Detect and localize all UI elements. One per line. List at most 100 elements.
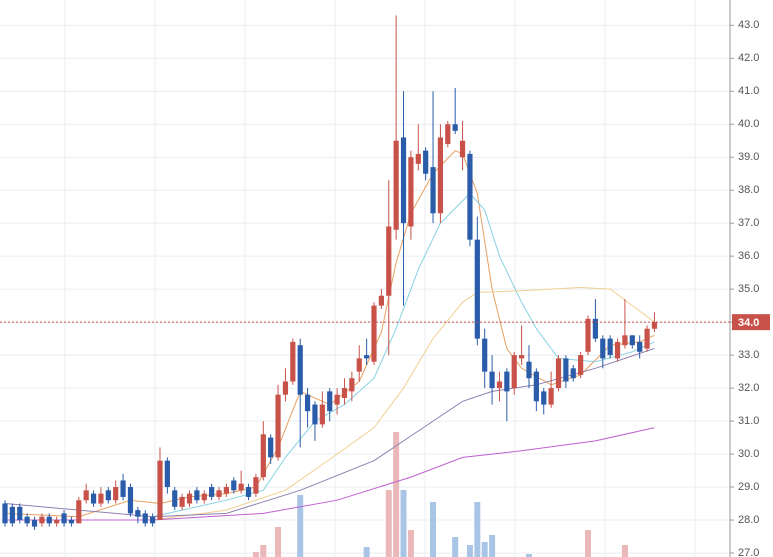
candle-body <box>519 355 525 359</box>
candle-body <box>526 361 532 379</box>
candle-body <box>31 520 38 527</box>
candle-body <box>378 295 384 306</box>
candle-body <box>467 153 473 240</box>
volume-bar <box>275 527 282 557</box>
y-tick-label: 42.0 <box>738 52 759 64</box>
candle-body <box>496 381 503 389</box>
candle-body <box>393 140 399 230</box>
candle-body <box>216 490 222 497</box>
candle-body <box>127 487 134 514</box>
candle-body <box>194 490 200 501</box>
candle-body <box>17 506 23 521</box>
candle-body <box>482 338 488 372</box>
candle-body <box>98 493 104 504</box>
candle-body <box>341 388 348 398</box>
candle-body <box>614 341 621 359</box>
candle-body <box>135 510 141 517</box>
candle-body <box>54 520 60 524</box>
candle-body <box>319 404 325 425</box>
y-tick-label: 33.0 <box>738 349 759 361</box>
candle-body <box>260 434 266 478</box>
y-tick-label: 39.0 <box>738 151 759 163</box>
volume-bar <box>400 490 407 557</box>
candle-body <box>231 480 237 491</box>
candle-body <box>430 167 436 214</box>
candle-body <box>61 513 67 524</box>
candle-body <box>39 516 45 524</box>
candle-body <box>415 153 421 164</box>
candle-body <box>511 355 517 389</box>
candle-body <box>327 391 333 412</box>
candle-body <box>541 391 547 405</box>
y-tick-label: 29.0 <box>738 481 759 493</box>
y-tick-label: 38.0 <box>738 184 759 196</box>
y-tick-label: 31.0 <box>738 415 759 427</box>
candle-body <box>637 341 643 352</box>
candle-body <box>120 480 126 497</box>
candle-body <box>113 487 119 501</box>
volume-bar <box>252 552 259 557</box>
candle-body <box>452 124 458 131</box>
candle-body <box>533 371 539 402</box>
candle-body <box>548 388 554 405</box>
volume-bar <box>297 495 304 557</box>
y-tick-label: 40.0 <box>738 118 759 130</box>
candle-body <box>349 378 355 392</box>
candle-body <box>437 137 444 214</box>
candle-body <box>445 124 451 145</box>
candle-body <box>474 239 480 339</box>
candle-body <box>253 477 259 494</box>
candle-body <box>268 437 274 458</box>
volume-bar <box>525 554 532 557</box>
last-price-box <box>732 314 770 331</box>
candle-body <box>386 226 392 296</box>
candle-body <box>622 335 628 346</box>
y-tick-label: 27.0 <box>738 547 759 557</box>
candle-body <box>90 493 97 504</box>
candle-body <box>46 516 52 524</box>
y-tick-label: 35.0 <box>738 283 759 295</box>
candle-body <box>334 394 340 405</box>
candle-body <box>489 371 495 389</box>
y-tick-label: 36.0 <box>738 250 759 262</box>
candle-body <box>9 506 15 524</box>
candle-body <box>83 490 89 501</box>
candle-body <box>592 318 598 339</box>
candle-body <box>68 520 75 524</box>
y-tick-label: 28.0 <box>738 514 759 526</box>
candle-body <box>157 460 163 521</box>
volume-bar <box>430 502 437 557</box>
volume-bar <box>466 545 473 557</box>
candle-body <box>651 322 658 329</box>
candle-body <box>142 513 148 524</box>
candle-body <box>238 483 244 491</box>
volume-bar <box>585 530 592 557</box>
candle-body <box>290 341 296 382</box>
candle-body <box>364 355 370 359</box>
volume-bar <box>385 490 392 557</box>
candle-body <box>371 305 377 362</box>
candle-body <box>209 487 215 497</box>
candle-body <box>423 150 429 174</box>
candle-body <box>201 493 207 501</box>
candle-body <box>179 496 185 507</box>
candle-body <box>282 381 289 395</box>
volume-bar <box>393 432 400 557</box>
candle-body <box>172 490 178 507</box>
candle-body <box>555 358 562 389</box>
candle-body <box>356 358 362 372</box>
ma-line <box>152 286 655 521</box>
y-tick-label: 32.0 <box>738 382 759 394</box>
candle-body <box>312 404 318 425</box>
y-tick-label: 41.0 <box>738 85 759 97</box>
candle-body <box>2 503 8 524</box>
candle-body <box>304 394 311 412</box>
candle-body <box>245 487 252 497</box>
volume-bar <box>474 502 481 557</box>
candle-body <box>186 493 193 504</box>
candle-body <box>504 371 510 392</box>
ma-line <box>4 150 655 518</box>
y-tick-label: 37.0 <box>738 217 759 229</box>
volume-bar <box>260 545 267 557</box>
